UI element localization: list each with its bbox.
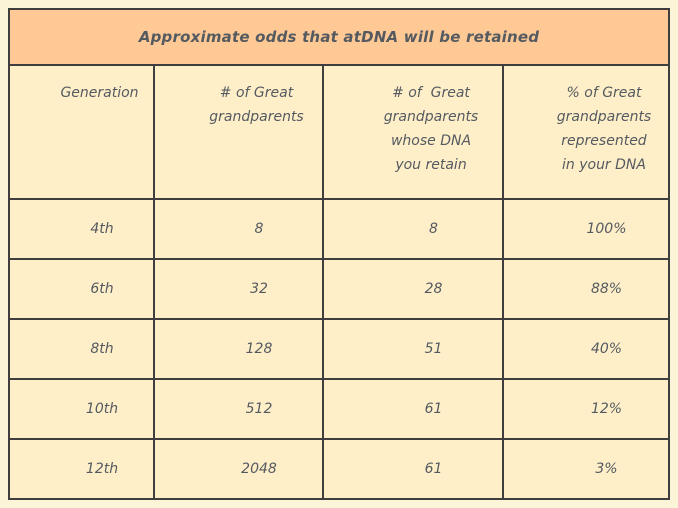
table-row: 12th 2048 61 3%: [8, 438, 670, 500]
cell-num-retained: 28: [322, 258, 504, 320]
table-title-row: Approximate odds that atDNA will be reta…: [8, 8, 670, 66]
column-header-num-whose-dna-retained: # of Great grandparents whose DNA you re…: [322, 64, 504, 200]
table-title: Approximate odds that atDNA will be reta…: [8, 8, 670, 66]
cell-num-great-grandparents: 512: [153, 378, 324, 440]
cell-pct-represented: 3%: [502, 438, 670, 500]
table-row: 4th 8 8 100%: [8, 198, 670, 260]
cell-generation: 6th: [8, 258, 155, 320]
cell-generation: 10th: [8, 378, 155, 440]
cell-generation: 4th: [8, 198, 155, 260]
cell-pct-represented: 88%: [502, 258, 670, 320]
cell-num-great-grandparents: 8: [153, 198, 324, 260]
atdna-odds-table: Approximate odds that atDNA will be reta…: [8, 8, 670, 500]
cell-num-retained: 61: [322, 438, 504, 500]
cell-pct-represented: 12%: [502, 378, 670, 440]
cell-num-great-grandparents: 32: [153, 258, 324, 320]
table-row: 10th 512 61 12%: [8, 378, 670, 440]
cell-num-retained: 61: [322, 378, 504, 440]
cell-pct-represented: 100%: [502, 198, 670, 260]
table-header-row: Generation # of Great grandparents # of …: [8, 64, 670, 200]
cell-generation: 12th: [8, 438, 155, 500]
cell-num-great-grandparents: 2048: [153, 438, 324, 500]
cell-generation: 8th: [8, 318, 155, 380]
cell-num-retained: 51: [322, 318, 504, 380]
column-header-num-great-grandparents: # of Great grandparents: [153, 64, 324, 200]
column-header-generation: Generation: [8, 64, 155, 200]
table-row: 8th 128 51 40%: [8, 318, 670, 380]
cell-num-great-grandparents: 128: [153, 318, 324, 380]
cell-num-retained: 8: [322, 198, 504, 260]
table-row: 6th 32 28 88%: [8, 258, 670, 320]
cell-pct-represented: 40%: [502, 318, 670, 380]
column-header-pct-represented: % of Great grandparents represented in y…: [502, 64, 670, 200]
